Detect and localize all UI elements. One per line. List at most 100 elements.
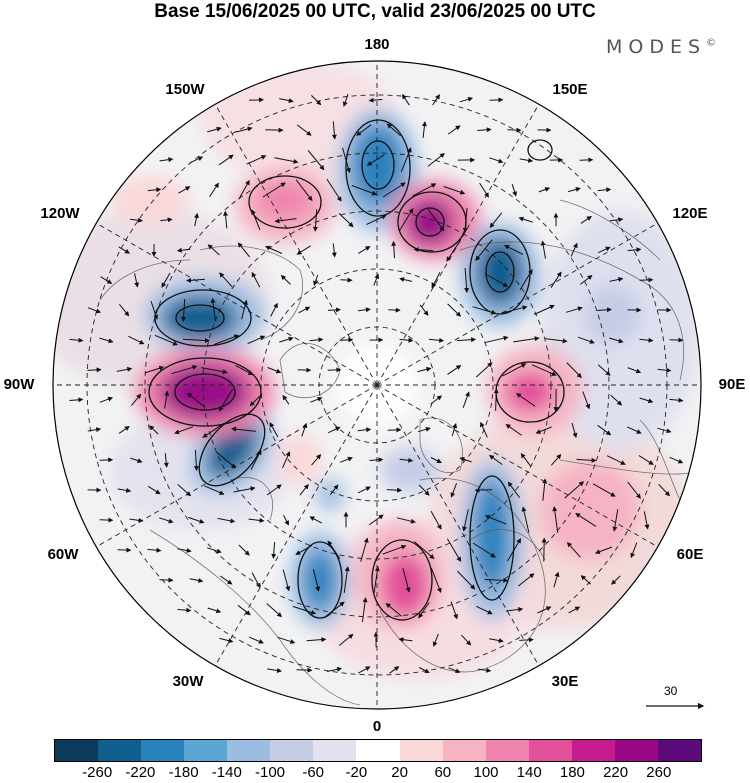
wind-arrow: [669, 456, 684, 464]
lon-label-60w: 60W: [47, 546, 79, 563]
wind-arrow: [282, 394, 290, 405]
wind-arrow: [462, 509, 469, 532]
wind-arrow: [447, 125, 461, 135]
wind-arrow: [311, 95, 322, 106]
wind-arrow: [274, 218, 297, 224]
wind-arrow: [477, 127, 492, 133]
wind-arrow: [643, 511, 650, 530]
wind-arrow: [533, 304, 555, 315]
wind-arrow: [413, 541, 435, 560]
wind-arrow: [361, 597, 368, 622]
wind-arrow: [271, 542, 277, 559]
wind-arrow: [386, 123, 401, 137]
wind-arrow: [181, 298, 187, 322]
wind-arrow: [358, 246, 371, 254]
colorbar-tick-label: 20: [391, 764, 408, 781]
wind-arrow: [87, 427, 102, 433]
wind-vectors: [69, 93, 684, 674]
wind-arrow: [398, 637, 413, 643]
wind-arrow: [209, 182, 219, 197]
wind-arrow: [99, 396, 114, 403]
wind-arrow: [566, 362, 582, 379]
colorbar-tick-label: -180: [168, 764, 199, 781]
wind-arrow: [387, 427, 402, 433]
wind-arrow: [189, 578, 204, 583]
wind-arrow: [446, 238, 462, 262]
wind-arrow: [366, 154, 385, 166]
wind-arrow: [265, 245, 283, 254]
wind-arrow: [129, 517, 144, 523]
wind-arrow: [447, 303, 462, 317]
wind-arrow: [265, 127, 284, 133]
colorbar-swatch: [227, 740, 271, 761]
wind-arrow: [178, 186, 191, 194]
wind-arrow: [580, 216, 592, 224]
wind-arrow: [639, 397, 654, 404]
wind-arrow: [186, 277, 205, 283]
wind-arrow: [513, 336, 540, 343]
wind-arrow: [219, 272, 233, 288]
wind-arrow: [128, 335, 145, 345]
wind-arrow: [518, 216, 533, 223]
wind-arrow: [174, 426, 194, 435]
colorbar-swatch: [313, 740, 357, 761]
wind-arrow: [87, 307, 102, 314]
wind-arrow: [312, 569, 321, 592]
wind-arrow: [417, 427, 431, 433]
wind-arrow: [338, 633, 354, 646]
wind-arrow: [489, 212, 503, 228]
wind-arrow: [210, 297, 216, 322]
wind-arrow: [188, 516, 205, 524]
wind-arrow: [357, 486, 371, 494]
lon-label-30e: 30E: [551, 673, 579, 690]
wind-arrow: [216, 451, 237, 469]
wind-arrow: [609, 337, 624, 344]
wind-arrow: [220, 575, 233, 585]
wind-arrow: [446, 538, 462, 563]
wind-arrow: [427, 209, 445, 232]
wind-arrow: [296, 124, 312, 136]
wind-arrow: [564, 481, 585, 499]
wind-arrow: [413, 247, 434, 253]
lon-label-180: 180: [364, 36, 390, 53]
wind-arrow: [313, 209, 318, 232]
wind-arrow: [531, 364, 557, 376]
wind-arrow: [356, 124, 372, 136]
wind-arrow: [369, 457, 384, 463]
colorbar-tick-label: 220: [603, 764, 629, 781]
wind-arrow: [201, 367, 228, 375]
wind-arrow: [307, 150, 325, 171]
wind-arrow: [299, 484, 309, 496]
wind-arrow: [296, 245, 311, 255]
colorbar: [54, 739, 702, 762]
wind-arrow: [545, 338, 568, 344]
wind-arrow: [580, 575, 591, 585]
wind-arrow: [389, 666, 400, 674]
wind-arrow: [219, 637, 234, 644]
wind-arrow: [351, 185, 378, 196]
wind-arrow: [385, 603, 402, 617]
wind-arrow: [311, 454, 322, 466]
wind-arrow: [430, 567, 442, 594]
wind-arrow: [430, 457, 442, 463]
wind-arrow: [626, 426, 642, 434]
wind-arrow: [419, 304, 429, 316]
wind-arrow: [519, 157, 534, 163]
wind-arrow: [566, 541, 581, 558]
wind-arrow: [484, 577, 509, 583]
contours: [148, 119, 565, 621]
wind-arrow: [565, 306, 583, 313]
wind-arrow: [131, 393, 142, 406]
wind-arrow: [459, 457, 472, 463]
wind-arrow: [248, 97, 264, 103]
colorbar-tick-label: -140: [211, 764, 242, 781]
wind-arrow: [592, 483, 616, 497]
colorbar-tick-label: 140: [516, 764, 542, 781]
wind-arrow: [147, 547, 162, 553]
colorbar-swatch: [98, 740, 142, 761]
wind-arrow: [189, 156, 204, 164]
wind-arrow: [309, 516, 322, 524]
wind-arrow: [207, 244, 220, 256]
wind-arrow: [505, 607, 524, 612]
wind-arrow: [274, 157, 299, 164]
